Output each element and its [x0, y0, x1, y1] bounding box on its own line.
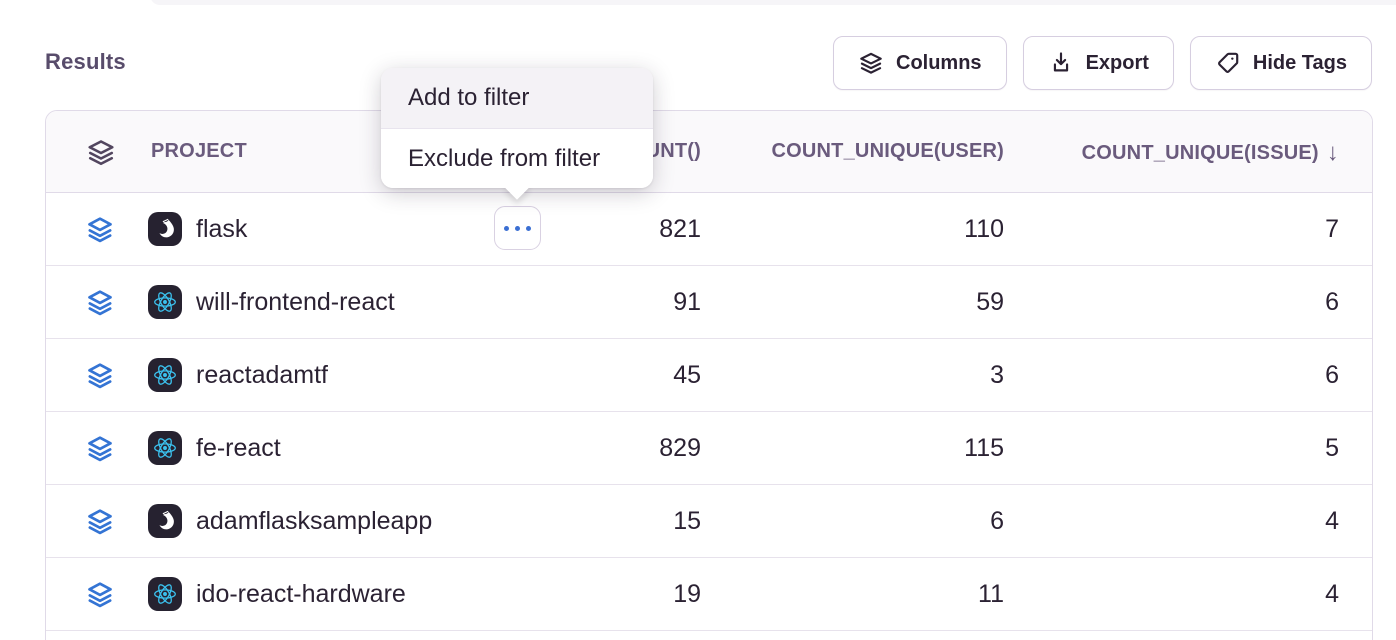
layers-icon — [86, 137, 116, 167]
results-heading: Results — [45, 49, 126, 74]
count-unique-issue-cell[interactable]: 6 — [1325, 287, 1339, 316]
project-cell: will-frontend-react — [46, 285, 406, 319]
layers-icon — [858, 50, 884, 76]
hide-tags-button-label: Hide Tags — [1252, 51, 1347, 74]
table-row[interactable]: fe-react 829 115 5 — [46, 412, 1372, 485]
tag-icon — [1215, 50, 1241, 76]
column-header-label: PROJECT — [151, 140, 247, 162]
cell-actions-menu: Add to filter Exclude from filter — [381, 68, 653, 200]
count-unique-issue-cell[interactable]: 5 — [1325, 433, 1339, 462]
project-name[interactable]: fe-react — [196, 433, 281, 462]
count-unique-issue-cell[interactable]: 6 — [1325, 360, 1339, 389]
table-row[interactable]: will-frontend-react 91 59 6 — [46, 266, 1372, 339]
project-cell: flask — [46, 212, 406, 246]
menu-item-add-to-filter[interactable]: Add to filter — [381, 68, 653, 128]
table-header: PROJECT COUNT() COUNT_UNIQUE(USER) COUNT… — [46, 111, 1372, 193]
ellipsis-icon — [504, 225, 509, 231]
table-row[interactable]: adamflasksampleapp 15 6 4 — [46, 485, 1372, 558]
sort-desc-icon: ↓ — [1326, 138, 1339, 166]
count-unique-issue-cell[interactable]: 4 — [1325, 506, 1339, 535]
column-header-count-unique-issue[interactable]: COUNT_UNIQUE(ISSUE) ↓ — [1004, 138, 1372, 166]
count-cell[interactable]: 91 — [673, 287, 701, 316]
layers-icon — [86, 434, 114, 462]
project-cell: adamflasksampleapp — [46, 504, 432, 538]
project-name[interactable]: ido-react-hardware — [196, 579, 406, 608]
count-unique-user-cell[interactable]: 11 — [978, 579, 1004, 608]
columns-button-label: Columns — [896, 51, 982, 74]
layers-icon — [86, 580, 114, 608]
toolbar: Columns Export Hide Tags — [833, 36, 1372, 90]
count-cell[interactable]: 15 — [673, 506, 701, 535]
table-row[interactable]: flask 821 110 7 — [46, 193, 1372, 266]
export-button-label: Export — [1085, 51, 1149, 74]
project-cell: reactadamtf — [46, 358, 406, 392]
column-header-project[interactable]: PROJECT — [46, 137, 406, 167]
table-row[interactable]: ido-react-hardware 19 11 4 — [46, 558, 1372, 631]
layers-icon — [86, 288, 114, 316]
count-unique-issue-cell[interactable]: 4 — [1325, 579, 1339, 608]
download-icon — [1048, 50, 1074, 76]
columns-button[interactable]: Columns — [833, 36, 1007, 90]
react-platform-icon — [148, 577, 182, 611]
count-unique-user-cell[interactable]: 110 — [964, 214, 1004, 243]
project-name[interactable]: will-frontend-react — [196, 287, 395, 316]
count-unique-issue-cell[interactable]: 7 — [1325, 214, 1339, 243]
results-table: PROJECT COUNT() COUNT_UNIQUE(USER) COUNT… — [45, 110, 1373, 640]
react-platform-icon — [148, 431, 182, 465]
project-name[interactable]: reactadamtf — [196, 360, 329, 389]
menu-item-exclude-from-filter[interactable]: Exclude from filter — [381, 128, 653, 188]
project-cell: ido-react-hardware — [46, 577, 406, 611]
table-body: flask 821 110 7 — [46, 193, 1372, 631]
react-platform-icon — [148, 285, 182, 319]
project-cell: fe-react — [46, 431, 406, 465]
count-unique-user-cell[interactable]: 115 — [964, 433, 1004, 462]
chart-panel-bottom-edge — [150, 0, 1396, 5]
cell-actions-button[interactable] — [494, 206, 541, 250]
hide-tags-button[interactable]: Hide Tags — [1189, 36, 1372, 90]
column-header-label: COUNT_UNIQUE(ISSUE) — [1081, 141, 1319, 164]
layers-icon — [86, 361, 114, 389]
count-unique-user-cell[interactable]: 6 — [990, 506, 1004, 535]
layers-icon — [86, 215, 114, 243]
flask-platform-icon — [148, 212, 182, 246]
project-name[interactable]: adamflasksampleapp — [196, 506, 433, 535]
project-name[interactable]: flask — [196, 214, 248, 243]
column-header-count-unique-user[interactable]: COUNT_UNIQUE(USER) — [771, 140, 1004, 162]
react-platform-icon — [148, 358, 182, 392]
count-cell[interactable]: 19 — [673, 579, 701, 608]
layers-icon — [86, 507, 114, 535]
count-cell[interactable]: 829 — [659, 433, 701, 462]
count-unique-user-cell[interactable]: 3 — [990, 360, 1004, 389]
count-cell[interactable]: 45 — [673, 360, 701, 389]
count-cell[interactable]: 821 — [659, 214, 701, 243]
count-unique-user-cell[interactable]: 59 — [976, 287, 1004, 316]
export-button[interactable]: Export — [1022, 36, 1174, 90]
flask-platform-icon — [148, 504, 182, 538]
table-row[interactable]: reactadamtf 45 3 6 — [46, 339, 1372, 412]
